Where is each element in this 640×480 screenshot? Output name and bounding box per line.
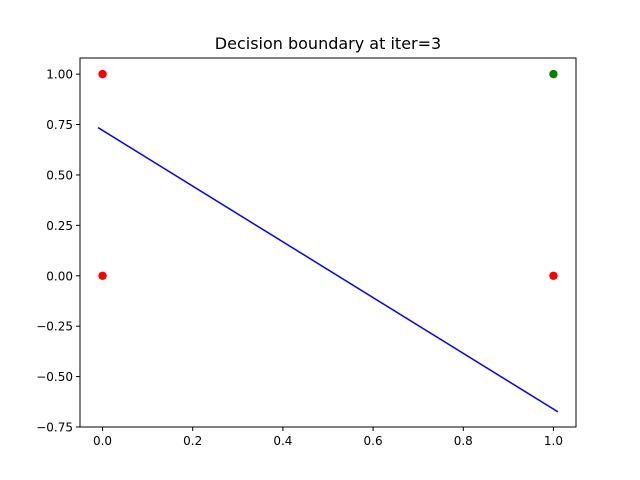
y-tick-label: 0.00 — [46, 269, 73, 283]
x-tick-label: 0.6 — [364, 434, 383, 448]
x-tick-label: 0.8 — [454, 434, 473, 448]
y-tick-label: 0.25 — [46, 219, 73, 233]
data-point — [98, 69, 107, 79]
y-tick-label: −0.50 — [36, 370, 73, 384]
decision-boundary-line — [97, 126, 559, 413]
x-tick-label: 0.4 — [273, 434, 292, 448]
y-tick-label: −0.25 — [36, 320, 73, 334]
data-point — [549, 69, 558, 79]
data-point — [98, 271, 107, 280]
axes-frame — [79, 57, 577, 428]
axis-ticks: 0.0 0.2 0.4 0.6 0.8 1.0 −0.75 −0.50 −0.25 0.00 0.2… — [36, 68, 563, 448]
x-tick-label: 0.0 — [93, 434, 112, 448]
y-tick-label: −0.75 — [36, 421, 73, 435]
x-tick-label: 1.0 — [544, 434, 563, 448]
y-tick-label: 0.50 — [46, 168, 73, 182]
x-tick-label: 0.2 — [183, 434, 202, 448]
data-point — [549, 271, 558, 280]
chart-title: Decision boundary at iter=3 — [215, 34, 441, 53]
y-tick-label: 1.00 — [46, 68, 73, 82]
y-tick-label: 0.75 — [46, 118, 73, 132]
plot-area — [97, 69, 559, 413]
